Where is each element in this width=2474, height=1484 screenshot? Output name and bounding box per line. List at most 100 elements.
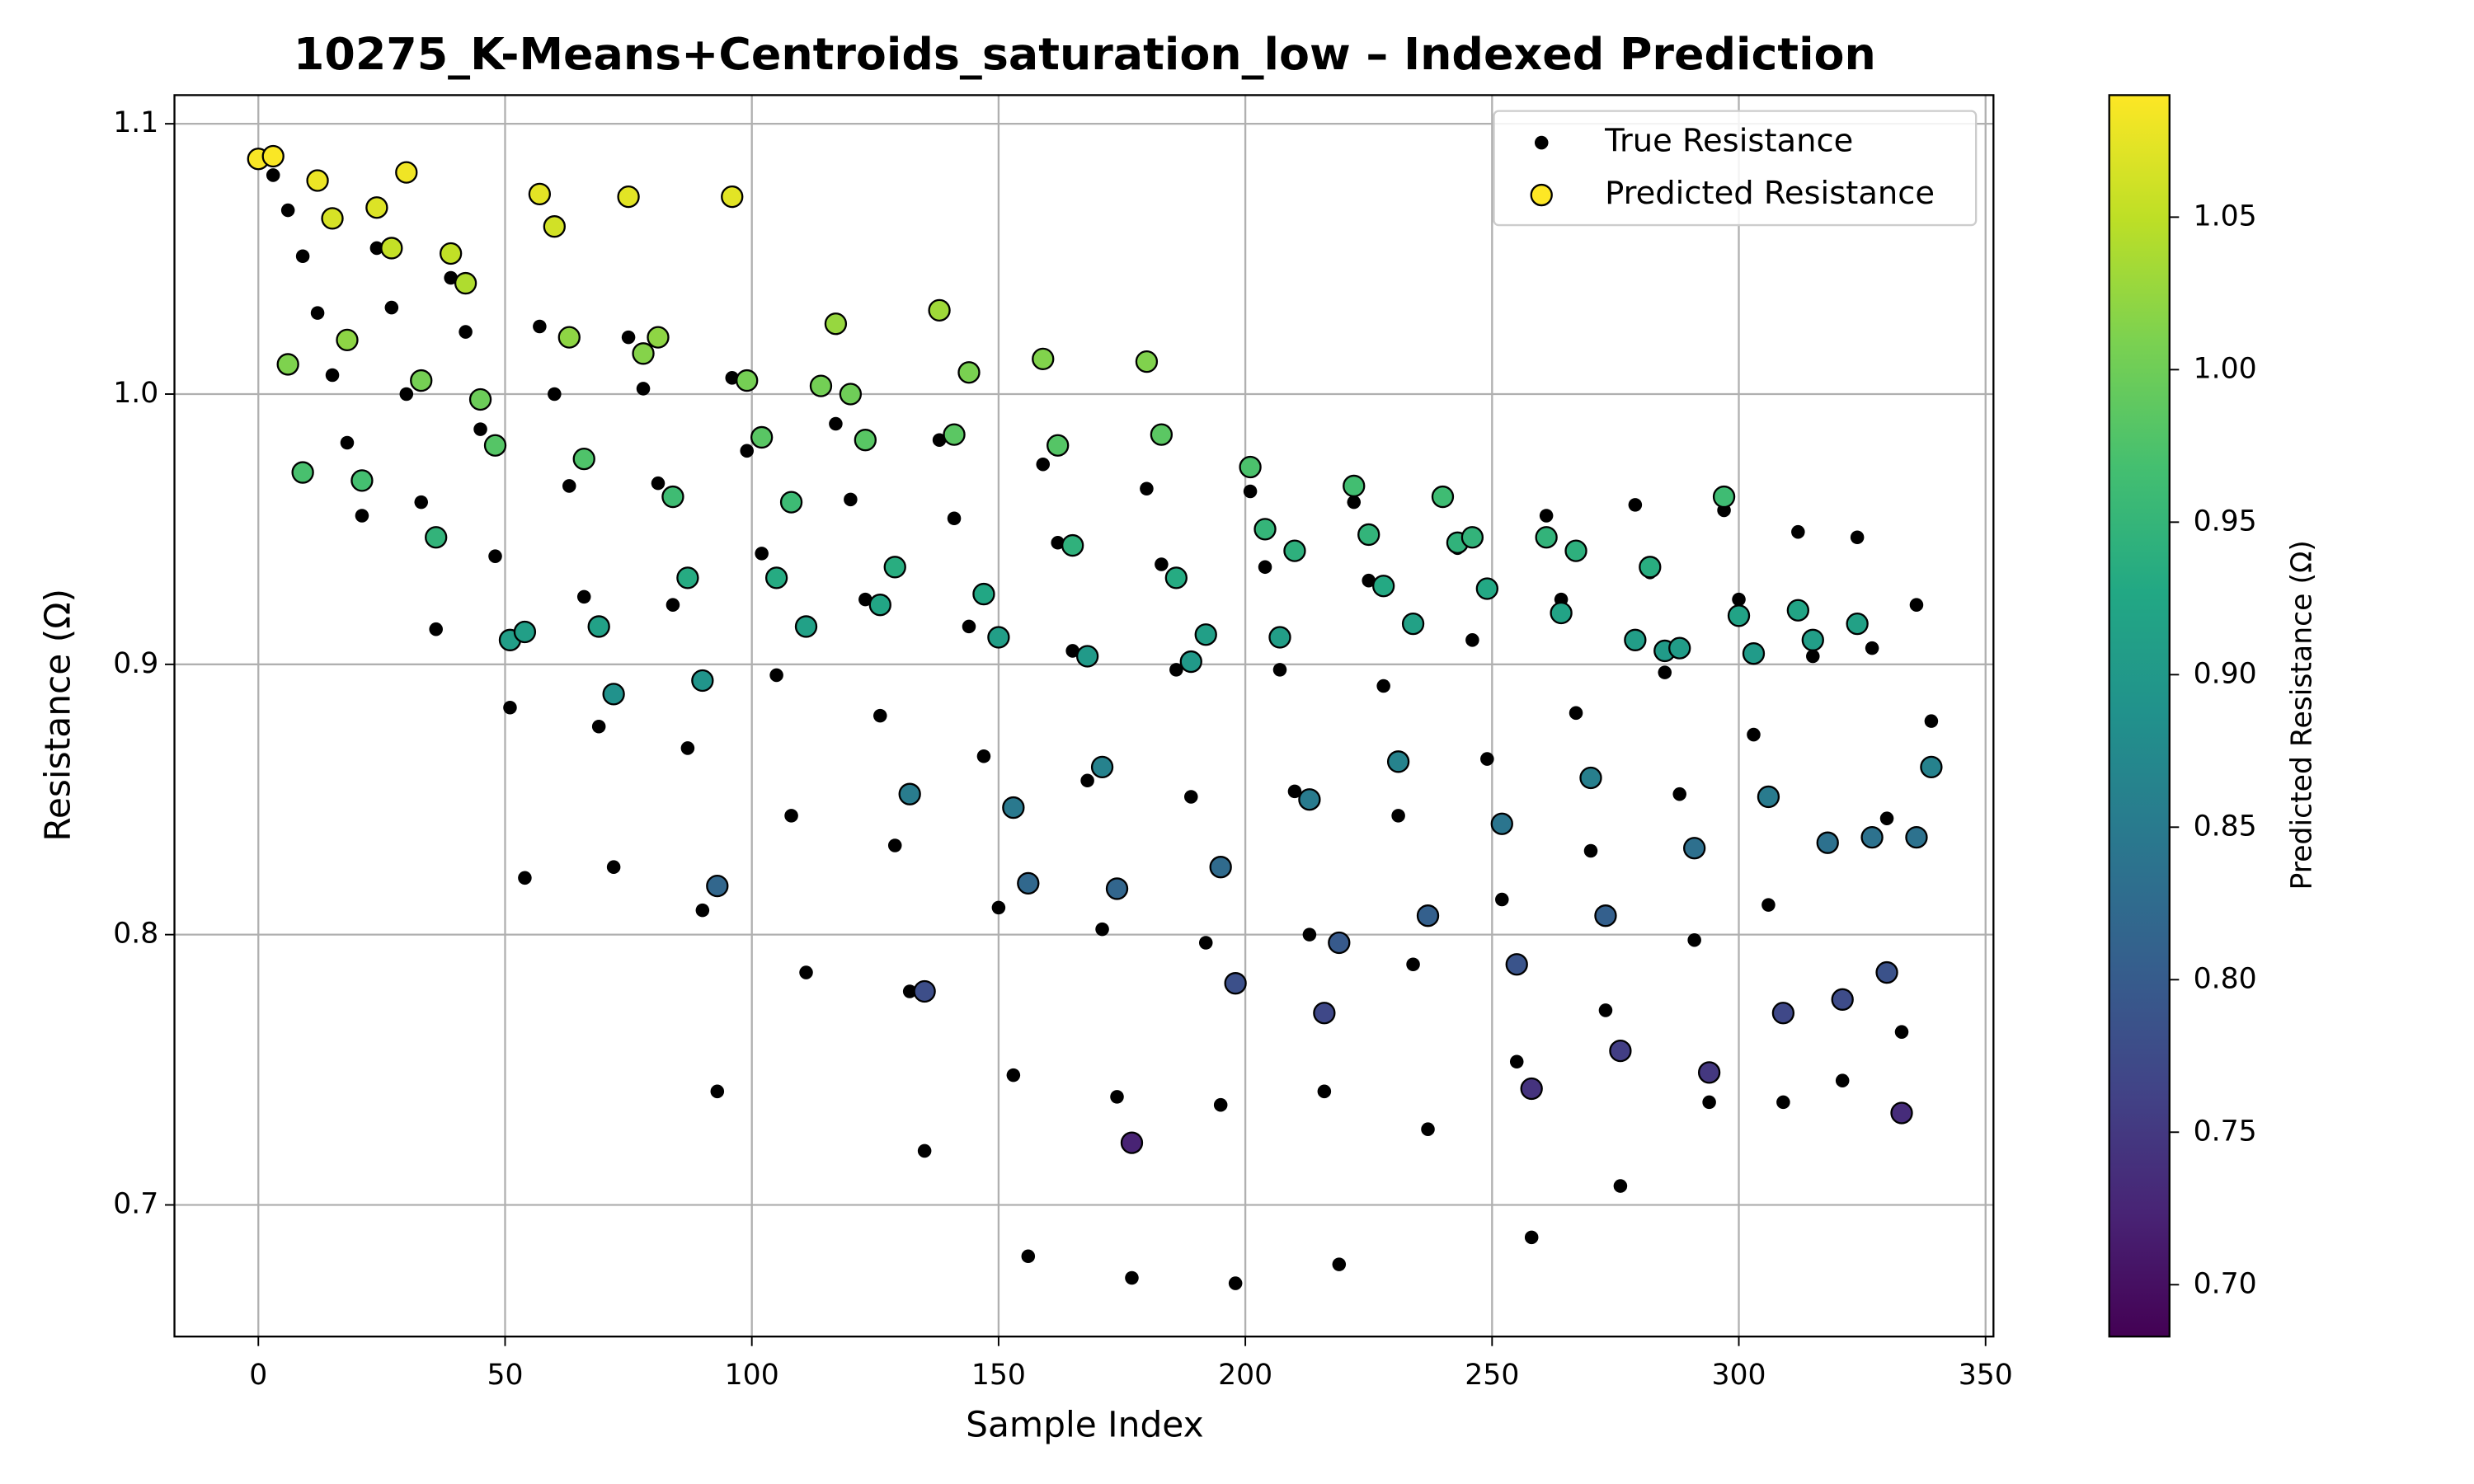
colorbar-tick-label: 1.05 (2194, 200, 2257, 232)
predicted-point (1890, 1101, 1913, 1125)
predicted-point (1905, 825, 1928, 849)
colorbar-label: Predicted Resistance (Ω) (2285, 540, 2318, 890)
true-point (1376, 679, 1390, 693)
true-point (1524, 1230, 1539, 1245)
predicted-point (306, 169, 329, 192)
predicted-point (868, 594, 891, 617)
legend-box (1493, 110, 1978, 227)
predicted-point (1816, 831, 1839, 854)
predicted-point (1460, 526, 1484, 549)
predicted-point (1431, 485, 1455, 509)
true-point (991, 900, 1006, 915)
predicted-point (1164, 566, 1188, 589)
predicted-point (572, 448, 595, 471)
predicted-point (647, 326, 670, 349)
true-point (429, 622, 443, 636)
legend-label: True Resistance (1604, 123, 1853, 160)
true-point (844, 492, 858, 507)
true-point (1569, 706, 1583, 721)
predicted-point (1550, 601, 1573, 625)
true-point (829, 416, 843, 431)
true-point (444, 270, 458, 285)
predicted-point (425, 526, 448, 549)
true-point (1732, 592, 1746, 607)
predicted-point (1372, 575, 1395, 598)
true-point (1317, 1084, 1332, 1099)
predicted-point (602, 683, 625, 706)
predicted-point (809, 374, 833, 397)
predicted-point (913, 979, 936, 1003)
predicted-point (321, 207, 344, 230)
predicted-point (1490, 812, 1513, 835)
true-point (1184, 790, 1198, 804)
true-point (1362, 573, 1376, 588)
true-point (710, 1084, 725, 1099)
predicted-point (513, 620, 537, 644)
colorbar-tick-label: 0.95 (2194, 505, 2257, 538)
predicted-point (750, 425, 774, 449)
true-point (858, 592, 872, 607)
true-point (725, 371, 740, 385)
true-point (1332, 1257, 1347, 1271)
true-point (459, 325, 473, 339)
predicted-point (1105, 877, 1129, 900)
true-point (1776, 1095, 1790, 1110)
true-point (1658, 665, 1672, 679)
true-point (1125, 1270, 1139, 1285)
predicted-point (928, 298, 951, 322)
predicted-point (779, 491, 803, 514)
predicted-point (617, 185, 640, 209)
legend: True Resistance Predicted Resistance (1493, 110, 1978, 227)
predicted-point (764, 566, 788, 589)
predicted-point (380, 237, 403, 260)
true-point (769, 668, 783, 683)
colorbar-tick-label: 0.85 (2194, 810, 2257, 843)
predicted-point (276, 353, 299, 376)
predicted-point (1683, 837, 1706, 860)
predicted-point (1505, 953, 1528, 976)
true-point (1258, 560, 1272, 575)
true-point (1287, 784, 1302, 799)
predicted-point (365, 196, 388, 219)
true-point (917, 1144, 932, 1158)
true-point (1421, 1122, 1435, 1136)
true-point (503, 701, 517, 715)
true-point (695, 903, 710, 918)
predicted-point (1120, 1131, 1144, 1154)
y-tick-label: 0.7 (113, 1187, 158, 1220)
y-tick-label: 0.8 (113, 918, 158, 951)
true-point (1006, 1068, 1021, 1082)
chart-title: 10275_K-Means+Centroids_saturation_low –… (294, 28, 1876, 80)
predicted-point (943, 423, 966, 446)
predicted-point (468, 387, 492, 411)
predicted-point (1742, 642, 1766, 665)
true-point (1835, 1073, 1850, 1087)
predicted-point (794, 615, 818, 638)
predicted-point (483, 434, 507, 457)
true-point (1169, 663, 1183, 677)
true-point (1702, 1095, 1716, 1110)
y-tick-label: 1.0 (113, 377, 158, 410)
predicted-point (1609, 1039, 1632, 1063)
true-point (1155, 557, 1169, 571)
predicted-point (1564, 539, 1587, 562)
true-point (784, 809, 798, 823)
predicted-point (1357, 523, 1380, 547)
predicted-point (1268, 626, 1291, 649)
predicted-point (632, 342, 655, 365)
y-axis-label: Resistance (Ω) (38, 589, 78, 842)
predicted-point (1194, 623, 1217, 646)
x-tick-label: 100 (725, 1359, 779, 1392)
predicted-point (987, 626, 1010, 649)
true-point (1465, 633, 1479, 647)
true-point (873, 708, 887, 723)
true-point (1213, 1097, 1228, 1112)
true-point (1909, 598, 1924, 612)
y-tick-label: 0.9 (113, 647, 158, 680)
true-point (1495, 892, 1509, 907)
true-point (755, 547, 769, 561)
x-tick-label: 50 (487, 1359, 523, 1392)
predicted-point (898, 782, 921, 805)
true-point (680, 741, 695, 755)
predicted-point (1535, 526, 1558, 549)
